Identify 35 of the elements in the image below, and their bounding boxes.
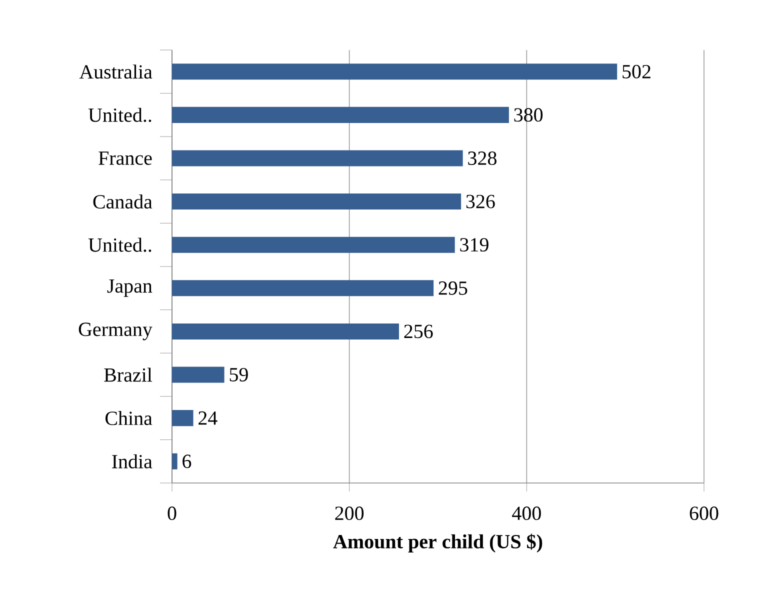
y-tick-label: Germany	[78, 322, 152, 340]
y-tick-label: Japan	[107, 279, 152, 297]
bar	[172, 106, 509, 123]
y-tick-label: France	[98, 152, 152, 165]
bar	[172, 280, 434, 296]
y-tick-label: United..	[88, 108, 152, 122]
bar	[172, 323, 399, 340]
bar	[172, 453, 178, 470]
x-tick-label: 400	[512, 506, 541, 520]
data-label: 319	[460, 238, 488, 252]
y-tick-label: United..	[88, 238, 152, 252]
data-label: 59	[230, 368, 248, 382]
bar	[172, 236, 455, 253]
y-tick-label: Australia	[79, 64, 152, 79]
y-tick-label: Canada	[93, 194, 152, 209]
y-tick-label: China	[105, 411, 152, 426]
y-tick-label: India	[112, 454, 152, 468]
bar	[172, 410, 194, 426]
data-label: 24	[198, 411, 218, 425]
x-tick-label: 200	[335, 506, 364, 520]
bar	[172, 150, 463, 166]
data-label: 502	[622, 64, 650, 78]
x-tick-label: 0	[168, 506, 176, 520]
bar	[172, 194, 462, 210]
data-label: 295	[438, 281, 468, 295]
data-label: 380	[514, 108, 543, 122]
data-label: 328	[468, 151, 496, 165]
bar	[172, 64, 618, 80]
data-label: 6	[182, 454, 192, 468]
y-tick-label: Brazil	[104, 368, 152, 382]
x-tick-label: 600	[690, 506, 718, 520]
bar	[172, 366, 224, 383]
x-axis-title: Amount per child (US $)	[333, 534, 542, 552]
data-label: 256	[404, 324, 433, 338]
data-label: 326	[466, 194, 495, 208]
